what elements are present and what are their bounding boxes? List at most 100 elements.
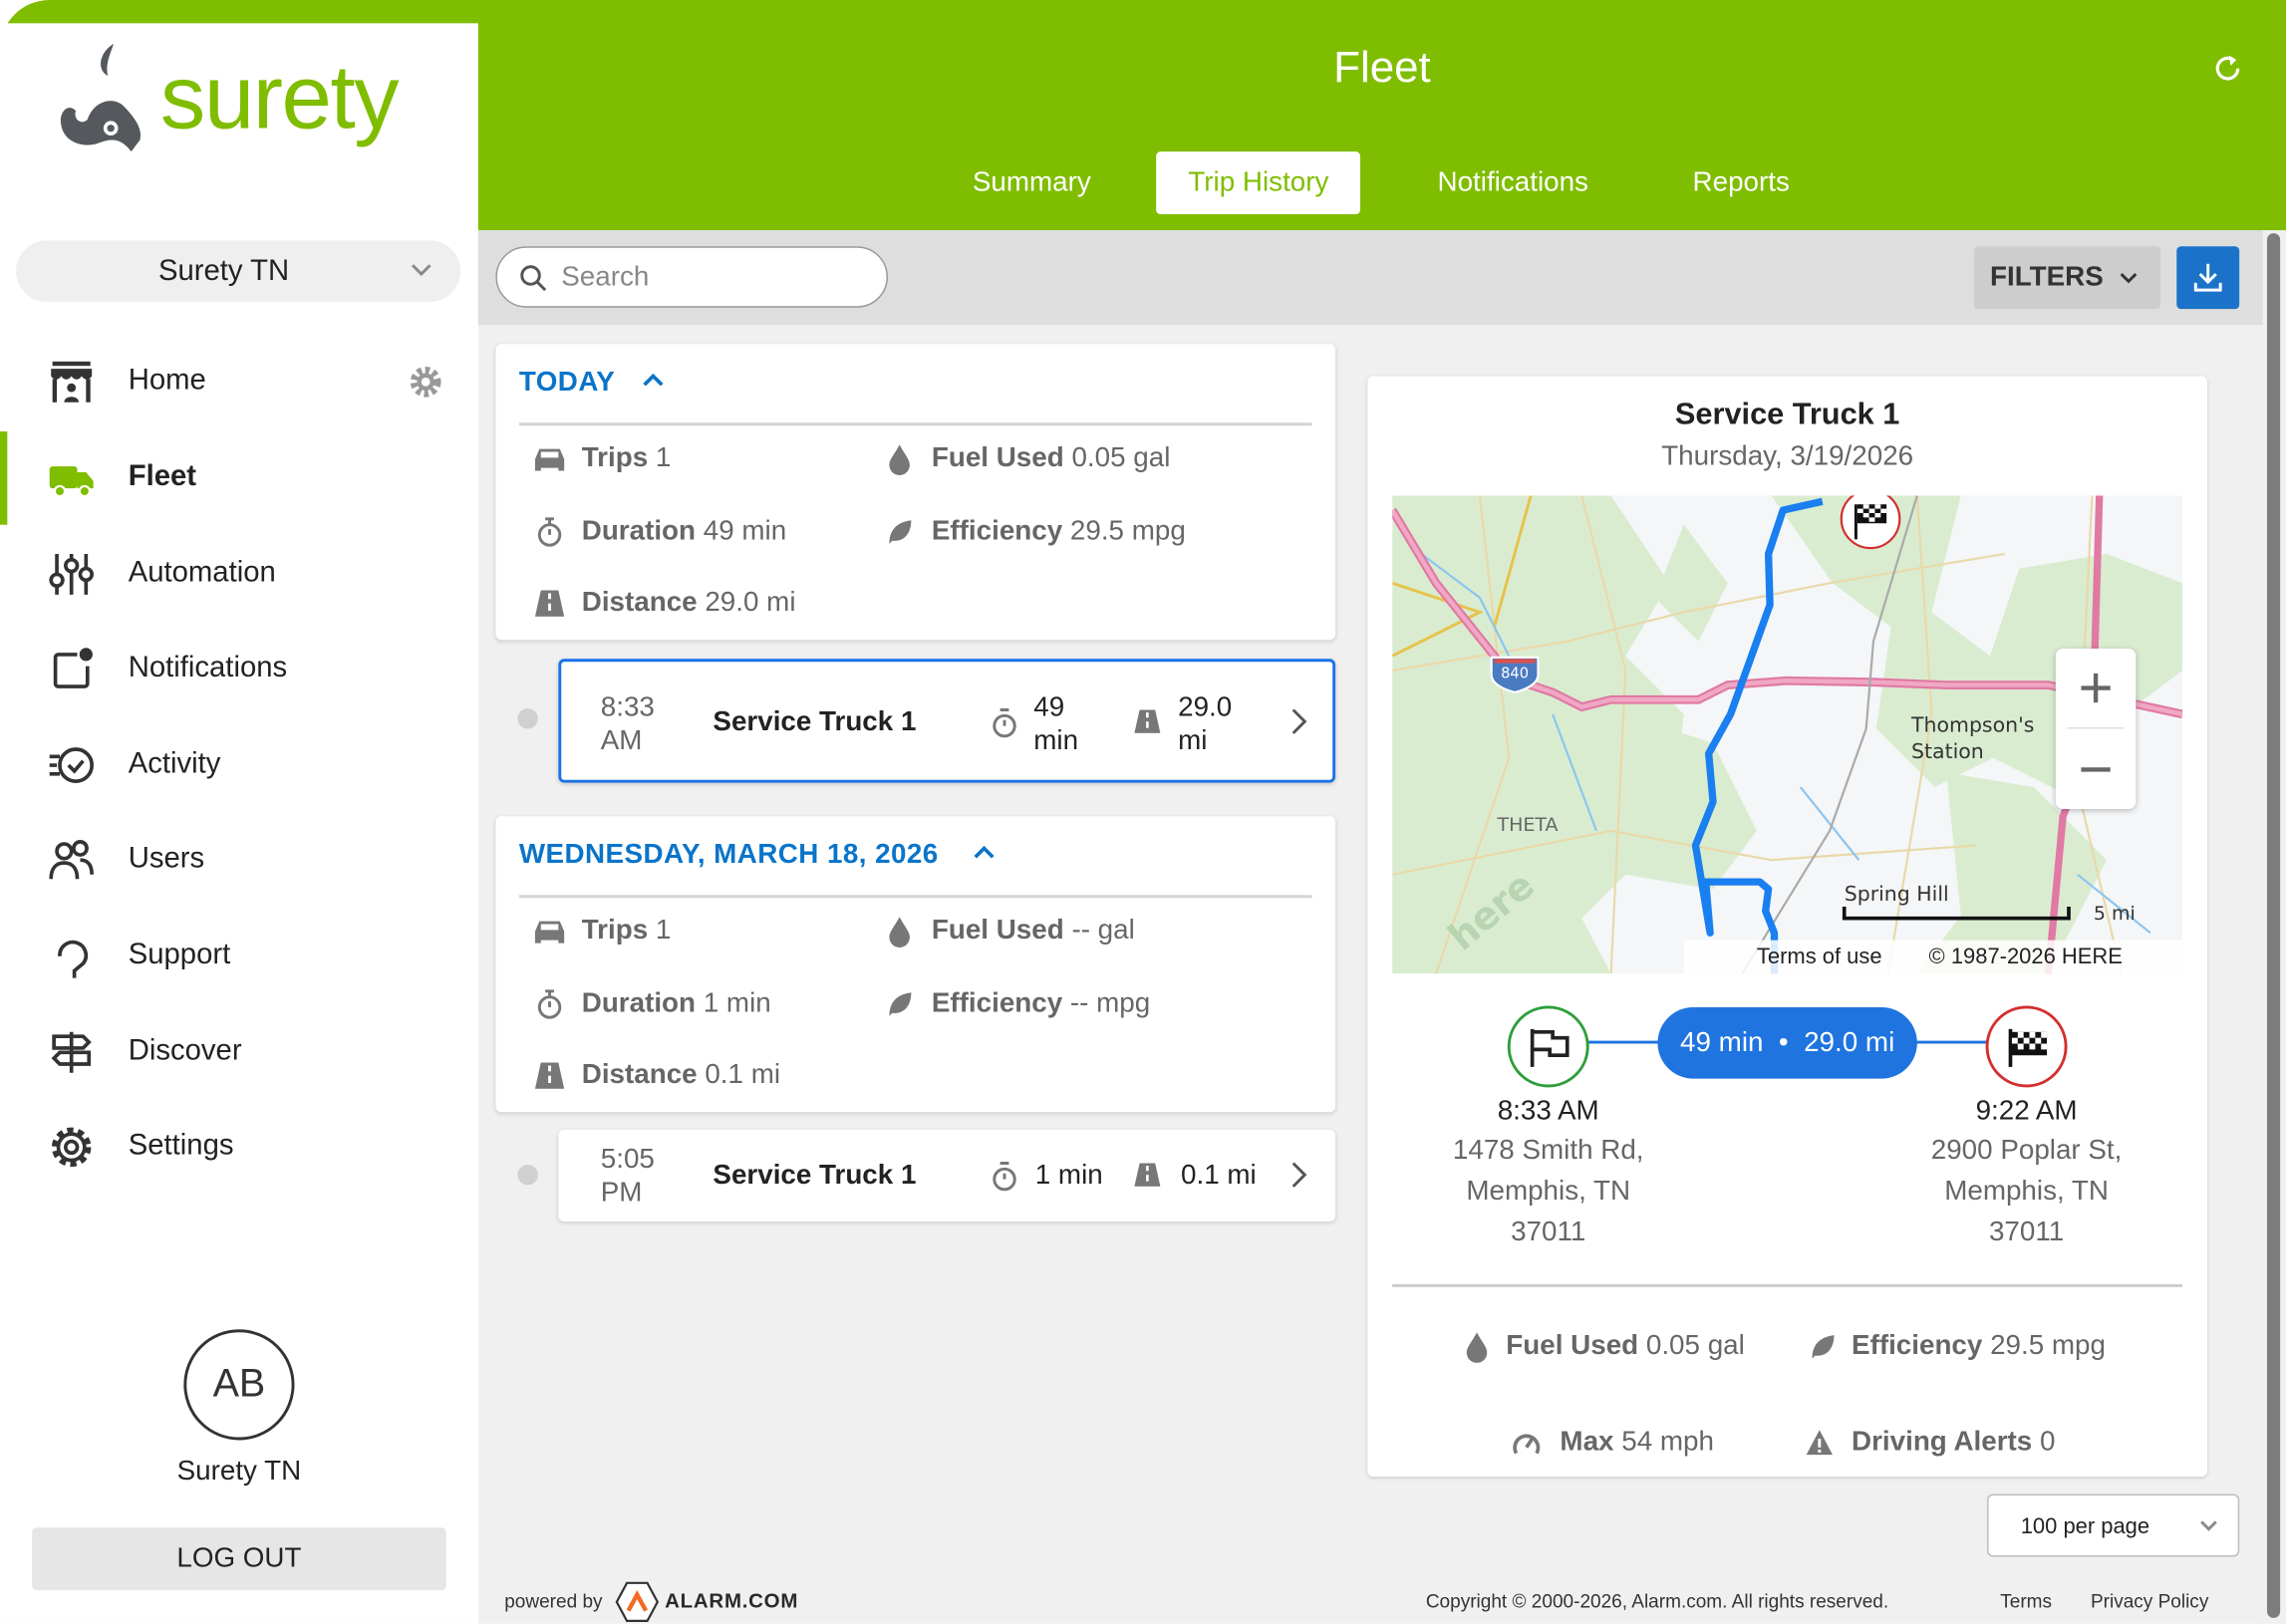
end-marker — [1985, 1005, 2068, 1088]
sidebar-item-fleet[interactable]: Fleet — [0, 431, 478, 525]
efficiency-stat: Efficiency 29.5 mpg — [884, 516, 1186, 548]
sidebar-item-label: Users — [128, 842, 205, 875]
trip-distance-line: 29.0 — [1178, 691, 1233, 723]
stat-label: Fuel Used — [931, 442, 1064, 474]
plus-icon — [2081, 673, 2111, 703]
terms-link[interactable]: Terms — [2000, 1590, 2053, 1613]
end-address: 2900 Poplar St, Memphis, TN 37011 — [1880, 1131, 2172, 1253]
account-selector[interactable]: Surety TN — [16, 240, 461, 302]
stat-label: Efficiency — [931, 987, 1063, 1019]
stat-value: 0.05 gal — [1645, 1330, 1745, 1362]
stat-value: 1 — [655, 442, 672, 474]
per-page-value: 100 per page — [2020, 1514, 2150, 1539]
efficiency-stat: Efficiency -- mpg — [884, 987, 1150, 1020]
tab-notifications[interactable]: Notifications — [1437, 167, 1588, 198]
zoom-out-button[interactable] — [2056, 729, 2136, 809]
sidebar-item-discover[interactable]: Discover — [0, 1005, 478, 1099]
stat-value: 29.0 mi — [705, 587, 796, 619]
sidebar-item-support[interactable]: Support — [0, 910, 478, 1003]
download-icon — [2193, 263, 2222, 292]
start-time: 8:33 AM — [1497, 1096, 1599, 1127]
scrollbar[interactable] — [2262, 230, 2286, 1624]
trip-distance-line: mi — [1178, 725, 1208, 757]
max-speed-stat: Max 54 mph — [1512, 1427, 1714, 1459]
page-title: Fleet — [1333, 43, 1431, 93]
alarm-logo-icon — [615, 1581, 660, 1622]
sliders-icon — [49, 553, 94, 595]
stopwatch-icon — [537, 989, 562, 1019]
day-label[interactable]: WEDNESDAY, MARCH 18, 2026 — [518, 839, 939, 871]
users-icon — [49, 840, 94, 880]
avatar[interactable]: AB — [183, 1329, 295, 1441]
download-button[interactable] — [2176, 246, 2240, 310]
sidebar-item-label: Discover — [128, 1034, 242, 1067]
address-line: Memphis, TN — [1466, 1176, 1631, 1208]
sidebar-item-activity[interactable]: Activity — [0, 718, 478, 812]
stat-label: Max — [1560, 1427, 1614, 1459]
refresh-icon[interactable] — [2211, 53, 2243, 85]
stat-value: 49 min — [703, 515, 787, 547]
stat-label: Fuel Used — [931, 915, 1064, 947]
trip-vehicle: Service Truck 1 — [713, 706, 917, 738]
tab-summary[interactable]: Summary — [972, 167, 1091, 198]
header: Fleet Summary Trip History Notifications… — [477, 0, 2286, 231]
privacy-policy-link[interactable]: Privacy Policy — [2090, 1590, 2209, 1613]
chevron-right-icon — [1291, 1162, 1307, 1188]
start-flag-icon — [1530, 1028, 1570, 1067]
search-placeholder: Search — [561, 262, 650, 294]
duration-stat: Duration 1 min — [533, 988, 771, 1020]
filters-button[interactable]: FILTERS — [1973, 246, 2161, 310]
per-page-select[interactable]: 100 per page — [1987, 1493, 2240, 1557]
search-icon — [520, 265, 547, 292]
sidebar-item-notifications[interactable]: Notifications — [0, 623, 478, 716]
day-label[interactable]: TODAY — [518, 367, 616, 399]
road-icon — [1134, 709, 1161, 733]
stopwatch-icon — [993, 708, 1016, 738]
stat-value: 29.5 mpg — [1069, 515, 1186, 547]
day-summary-card: WEDNESDAY, MARCH 18, 2026 Trips 1 Fuel U… — [495, 816, 1336, 1113]
tab-trip-history[interactable]: Trip History — [1156, 151, 1361, 215]
divider — [2067, 727, 2125, 729]
map-scale-bar — [1842, 906, 2071, 921]
tab-reports[interactable]: Reports — [1692, 167, 1790, 198]
trips-stat: Trips 1 — [533, 443, 671, 475]
stat-label: Trips — [581, 442, 649, 474]
stat-value: 29.5 mpg — [1990, 1330, 2106, 1362]
avatar-initials: AB — [212, 1361, 266, 1406]
car-icon — [534, 921, 565, 944]
driving-alerts-stat: Driving Alerts 0 — [1805, 1427, 2055, 1459]
minus-icon — [2081, 767, 2111, 772]
sidebar-item-automation[interactable]: Automation — [0, 528, 478, 622]
map-label-interstate: 840 — [1501, 665, 1529, 681]
trip-row[interactable]: 5:05 PM Service Truck 1 1 min 0.1 mi — [558, 1129, 1336, 1222]
address-line: 1478 Smith Rd, — [1452, 1135, 1644, 1167]
stat-label: Distance — [581, 1059, 698, 1091]
map-terms-link[interactable]: Terms of use — [1756, 945, 1882, 969]
surety-logo[interactable]: surety — [56, 38, 434, 161]
warning-icon — [1806, 1430, 1834, 1456]
checkered-flag-icon — [1854, 504, 1887, 540]
gear-icon[interactable] — [409, 365, 443, 400]
chevron-up-icon[interactable] — [973, 843, 996, 861]
trip-map[interactable]: 840 Thompson's Station THETA Spring Hill… — [1392, 495, 2183, 974]
stat-value: 0.1 mi — [705, 1059, 781, 1091]
divider — [518, 895, 1312, 899]
zoom-in-button[interactable] — [2056, 649, 2136, 728]
trip-row[interactable]: 8:33 AM Service Truck 1 49 min 29.0 mi — [558, 659, 1336, 783]
signpost-icon — [51, 1031, 92, 1073]
search-input[interactable]: Search — [495, 246, 888, 308]
chevron-down-icon — [2200, 1520, 2217, 1531]
storefront-icon — [51, 361, 93, 403]
logout-button[interactable]: LOG OUT — [32, 1527, 446, 1591]
sidebar-item-users[interactable]: Users — [0, 813, 478, 907]
sidebar-item-settings[interactable]: Settings — [0, 1101, 478, 1195]
trip-duration: 49 min — [1033, 690, 1078, 757]
fuel-drop-icon — [889, 917, 910, 947]
active-indicator — [0, 431, 8, 525]
chevron-up-icon[interactable] — [642, 371, 665, 389]
stat-value: 0.05 gal — [1071, 442, 1171, 474]
sidebar-item-label: Activity — [128, 747, 221, 780]
sidebar-item-home[interactable]: Home — [0, 335, 478, 428]
trip-indicator-dot — [517, 1164, 538, 1186]
